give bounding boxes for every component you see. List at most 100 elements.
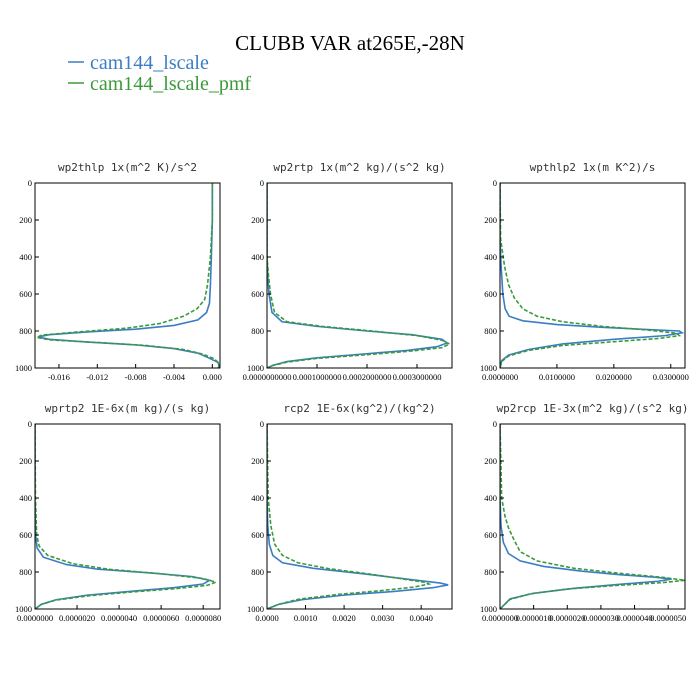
y-tick-label: 600 [251,530,264,540]
chart-panel: wp2rcp 1E-3x(m^2 kg)/(s^2 kg) 0 200 400 600 8… [480,402,689,623]
y-tick-label: 600 [484,530,497,540]
x-tick-label: 0.0003000000 [393,372,442,382]
y-tick-label: 200 [251,215,264,225]
chart-panel: rcp2 1E-6x(kg^2)/(kg^2) 0 200 400 600 800 1000… [247,402,453,623]
panel-title: wp2rcp 1E-3x(m^2 kg)/(s^2 kg) [496,402,688,415]
y-tick-label: 400 [484,252,497,262]
plot-frame [499,182,686,369]
legend-label-pmf: cam144_lscale_pmf [90,73,251,95]
y-tick-label: 200 [484,215,497,225]
plot-frame [34,182,221,369]
series-line [35,424,212,609]
y-tick-label: 400 [251,493,264,503]
panel-title: rcp2 1E-6x(kg^2)/(kg^2) [283,402,435,415]
y-tick-label: 400 [19,252,32,262]
series-group [500,424,685,609]
series-line [267,183,452,368]
x-tick-label: 0.0000020 [59,613,95,623]
chart-panel: wprtp2 1E-6x(m kg)/(s kg) 0 200 400 600 800 10… [15,402,221,623]
series-line [267,424,432,609]
x-tick-label: 0.0020 [332,613,355,623]
x-tick-label: 0.0000030 [583,613,619,623]
series-group [35,424,219,609]
x-tick-label: 0.0002000000 [343,372,392,382]
x-tick-label: 0.0000040 [101,613,137,623]
series-line [37,183,220,368]
legend-label-lscale: cam144_lscale [90,52,209,74]
x-tick-label: 0.0001000000 [293,372,342,382]
x-tick-label: 0.0000020 [549,613,585,623]
y-tick-label: 1000 [15,363,32,373]
series-group [267,183,452,368]
y-tick-label: 0 [28,419,32,429]
y-tick-label: 400 [19,493,32,503]
y-tick-label: 800 [251,567,264,577]
x-tick-label: 0.0010 [294,613,317,623]
x-tick-label: 0.0040 [409,613,432,623]
plot-frame [266,182,453,369]
x-tick-label: 0.0000050 [650,613,686,623]
y-tick-label: 0 [493,419,497,429]
series-line [267,183,449,368]
series-line [35,183,220,368]
series-line [500,424,672,609]
y-tick-label: 800 [484,326,497,336]
x-tick-label: 0.0300000 [653,372,689,382]
chart-panels: wp2thlp 1x(m^2 K)/s^2 0 200 400 600 800 1000 -0… [15,161,689,623]
series-group [267,424,449,609]
x-tick-label: 0.0000000 [17,613,53,623]
x-tick-label: -0.012 [86,372,108,382]
y-tick-label: 800 [19,326,32,336]
y-tick-label: 0 [28,178,32,188]
y-tick-label: 1000 [480,604,497,614]
x-tick-label: 0.0000000 [482,372,518,382]
panel-title: wp2rtp 1x(m^2 kg)/(s^2 kg) [273,161,445,174]
y-tick-label: 1000 [247,363,264,373]
y-tick-label: 200 [251,456,264,466]
y-tick-label: 600 [19,289,32,299]
panel-title: wp2thlp 1x(m^2 K)/s^2 [58,161,197,174]
y-tick-label: 600 [251,289,264,299]
series-group [35,183,220,368]
series-line [500,183,682,368]
y-tick-label: 0 [260,178,264,188]
y-tick-label: 200 [484,456,497,466]
x-tick-label: 0.0000000 [482,613,518,623]
panel-title: wpthlp2 1x(m K^2)/s [530,161,656,174]
series-line [500,183,685,368]
plot-frame [266,423,453,610]
plot-frame [34,423,221,610]
x-tick-label: 0.0000080 [185,613,221,623]
x-tick-label: 0.0000010 [516,613,552,623]
y-tick-label: 600 [19,530,32,540]
y-tick-label: 800 [19,567,32,577]
y-tick-label: 1000 [15,604,32,614]
chart-panel: wpthlp2 1x(m K^2)/s 0 200 400 600 800 10000.00… [480,161,689,382]
x-tick-label: 0.0030 [371,613,394,623]
x-tick-label: -0.004 [163,372,186,382]
y-tick-label: 400 [484,493,497,503]
x-tick-label: 0.0000040 [616,613,652,623]
x-tick-label: -0.008 [125,372,147,382]
legend: cam144_lscale cam144_lscale_pmf [68,52,251,95]
x-tick-label: 0.0000000000 [243,372,292,382]
series-line [500,424,685,609]
chart-panel: wp2thlp 1x(m^2 K)/s^2 0 200 400 600 800 1000 -0… [15,161,222,382]
x-tick-label: 0.0000 [255,613,278,623]
x-tick-label: 0.0200000 [596,372,632,382]
x-tick-label: 0.0100000 [539,372,575,382]
y-tick-label: 1000 [480,363,497,373]
y-tick-label: 400 [251,252,264,262]
y-tick-label: 200 [19,456,32,466]
y-tick-label: 0 [493,178,497,188]
series-line [267,424,449,609]
y-tick-label: 200 [19,215,32,225]
x-tick-label: 0.000 [203,372,222,382]
y-tick-label: 800 [251,326,264,336]
plot-frame [499,423,686,610]
y-tick-label: 800 [484,567,497,577]
x-tick-label: 0.0000060 [143,613,179,623]
y-tick-label: 0 [260,419,264,429]
y-tick-label: 1000 [247,604,264,614]
